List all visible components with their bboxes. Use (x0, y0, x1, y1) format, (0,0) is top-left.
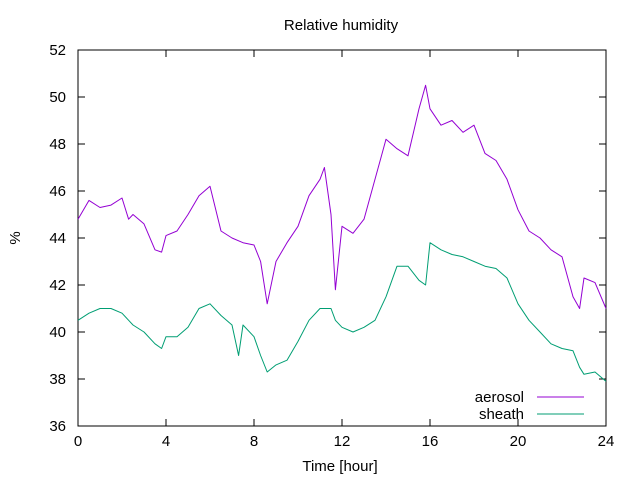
legend-label-aerosol: aerosol (475, 389, 524, 406)
y-tick-label: 36 (49, 418, 66, 435)
x-tick-label: 20 (510, 433, 527, 450)
y-tick-label: 42 (49, 277, 66, 294)
x-tick-label: 12 (334, 433, 351, 450)
x-tick-label: 0 (74, 433, 82, 450)
y-axis-label: % (7, 231, 24, 244)
chart-title: Relative humidity (284, 17, 399, 34)
y-tick-label: 48 (49, 136, 66, 153)
plot-border (77, 49, 607, 427)
plot-frame (77, 49, 607, 427)
y-tick-label: 52 (49, 42, 66, 59)
x-tick-label: 24 (598, 433, 615, 450)
y-tick-label: 46 (49, 183, 66, 200)
y-tick-label: 40 (49, 324, 66, 341)
series-line-sheath (77, 242, 607, 382)
series-lines (77, 84, 607, 382)
x-axis-label: Time [hour] (302, 458, 377, 475)
y-tick-label: 38 (49, 371, 66, 388)
y-tick-label: 44 (49, 230, 66, 247)
x-axis-ticks: 0 4 8 12 16 20 24 (74, 50, 615, 450)
x-tick-label: 16 (422, 433, 439, 450)
x-tick-label: 8 (250, 433, 258, 450)
legend-label-sheath: sheath (479, 406, 524, 423)
y-axis-ticks: 36 38 40 42 44 46 48 50 52 (49, 42, 606, 435)
series-line-aerosol (77, 84, 607, 309)
x-tick-label: 4 (162, 433, 170, 450)
y-tick-label: 50 (49, 89, 66, 106)
